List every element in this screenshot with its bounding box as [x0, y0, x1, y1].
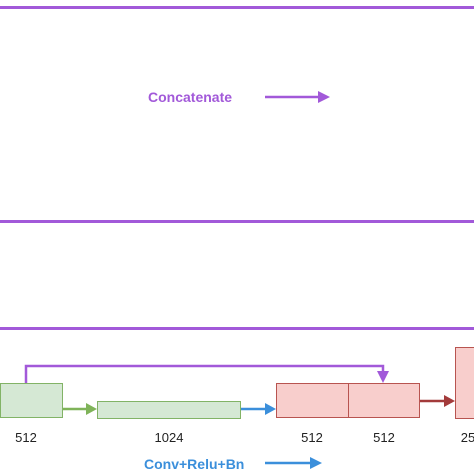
conv-legend-arrow: [265, 457, 322, 469]
separator-line-lower: [0, 327, 474, 330]
concatenate-legend-arrow: [265, 91, 330, 103]
block-label-1024: 1024: [154, 430, 184, 445]
red-arrow: [420, 395, 455, 407]
conv-legend-label: Conv+Relu+Bn: [144, 456, 245, 472]
block-label-256-partial: 25: [460, 430, 474, 445]
block-label-512-b: 512: [373, 430, 395, 445]
conv-arrow-upsample: [241, 403, 276, 415]
block-256-partial: [455, 347, 474, 419]
block-label-512-a: 512: [301, 430, 323, 445]
green-arrow: [63, 403, 97, 415]
block-512-concat-a: [276, 383, 349, 418]
block-512-left: [0, 383, 63, 418]
block-512-concat-b: [348, 383, 420, 418]
skip-connection-arrow: [24, 364, 389, 383]
separator-line-top: [0, 6, 474, 9]
concatenate-legend-label: Concatenate: [148, 89, 233, 105]
block-1024: [97, 401, 241, 419]
separator-line-middle: [0, 220, 474, 223]
block-label-512-left: 512: [15, 430, 37, 445]
